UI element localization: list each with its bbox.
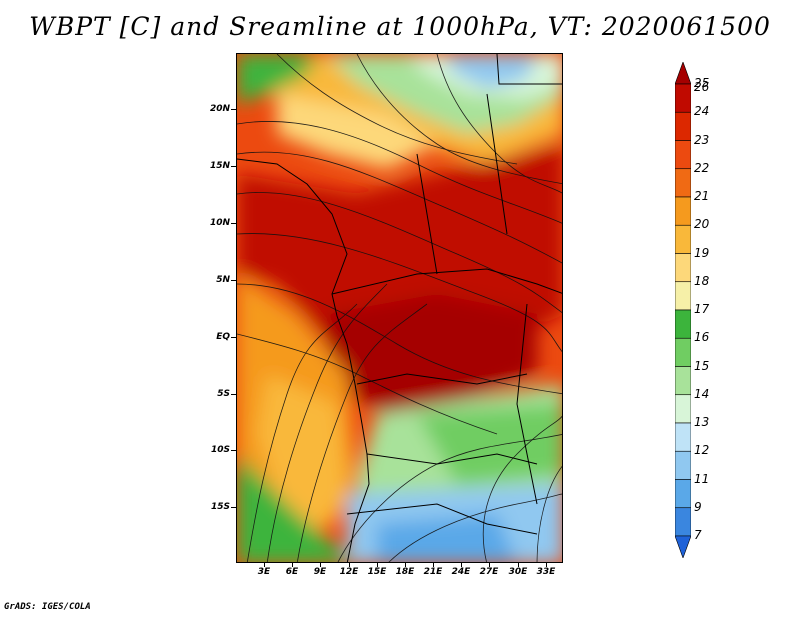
colorbar-label: 18: [694, 273, 710, 288]
lat-tick: [231, 109, 236, 110]
lon-label-12e: 12E: [339, 567, 359, 577]
lat-label-20n: 20N: [209, 104, 230, 114]
colorbar-top-arrow: [675, 62, 691, 85]
credit-text: GrADS: IGES/COLA: [4, 602, 91, 612]
colorbar-label: 21: [694, 189, 710, 203]
lon-tick: [405, 563, 406, 567]
lat-tick: [231, 507, 236, 508]
colorbar-segment: [675, 196, 691, 226]
colorbar-label: 14: [694, 386, 710, 401]
lon-tick: [377, 563, 378, 567]
colorbar-label: 12: [694, 443, 710, 458]
lat-label-15n: 15N: [209, 161, 230, 171]
colorbar-label: 13: [694, 415, 710, 429]
lat-label-5n: 5N: [216, 275, 230, 285]
map-field: [237, 54, 562, 562]
lon-tick: [433, 563, 434, 567]
lat-tick: [231, 166, 236, 167]
colorbar-segment: [675, 450, 691, 480]
lon-label-3e: 3E: [257, 567, 271, 577]
lat-label-5s: 5S: [217, 389, 230, 399]
colorbar-label: 15: [694, 358, 710, 373]
colorbar-label: 16: [694, 330, 710, 345]
colorbar-segment: [675, 507, 691, 537]
colorbar-label: 17: [694, 302, 710, 316]
colorbar-label: 19: [694, 245, 710, 260]
lat-tick: [231, 450, 236, 451]
lon-label-27e: 27E: [479, 567, 499, 577]
colorbar-label: 11: [694, 471, 710, 486]
chart-title: WBPT [C] and Sreamline at 1000hPa, VT: 2…: [29, 12, 771, 41]
colorbar-label: 20: [694, 217, 710, 232]
colorbar-label: 24: [694, 104, 710, 119]
lon-label-18e: 18E: [395, 567, 415, 577]
lon-tick: [292, 563, 293, 567]
lat-tick: [231, 223, 236, 224]
lon-label-15e: 15E: [367, 567, 387, 577]
colorbar-segment: [675, 224, 691, 254]
lon-tick: [264, 563, 265, 567]
colorbar-segment: [675, 422, 691, 452]
colorbar-segment: [675, 479, 691, 509]
colorbar-segment: [675, 83, 691, 113]
lon-tick: [320, 563, 321, 567]
colorbar-segment: [675, 168, 691, 198]
lat-label-10n: 10N: [209, 218, 230, 228]
colorbar-segment: [675, 253, 691, 283]
lon-tick: [518, 563, 519, 567]
colorbar-label: 9: [694, 499, 702, 514]
lon-tick: [489, 563, 490, 567]
colorbar-segment: [675, 140, 691, 170]
lat-label-15s: 15S: [210, 502, 230, 512]
lon-label-21e: 21E: [423, 567, 443, 577]
colorbar-label: 22: [694, 160, 710, 175]
lon-tick: [461, 563, 462, 567]
colorbar-label: 23: [694, 132, 710, 147]
colorbar-segment: [675, 281, 691, 311]
colorbar-segment: [675, 394, 691, 424]
colorbar-bottom-arrow: [675, 535, 691, 558]
lon-label-9e: 9E: [313, 567, 327, 577]
colorbar-segment: [675, 111, 691, 141]
map-panel[interactable]: [236, 53, 563, 563]
lon-tick: [349, 563, 350, 567]
lon-label-24e: 24E: [451, 567, 471, 577]
lon-label-30e: 30E: [508, 567, 528, 577]
colorbar-segment: [675, 366, 691, 396]
lon-label-33e: 33E: [536, 567, 556, 577]
colorbar-label: 25: [694, 76, 710, 90]
lat-label-eq: EQ: [216, 332, 230, 342]
lat-tick: [231, 280, 236, 281]
colorbar: [675, 62, 691, 558]
lon-label-6e: 6E: [285, 567, 299, 577]
lat-tick: [231, 394, 236, 395]
colorbar-label: 26: [694, 80, 710, 94]
colorbar-label: 7: [694, 528, 702, 542]
lat-label-10s: 10S: [210, 445, 230, 455]
lon-tick: [546, 563, 547, 567]
lat-tick: [231, 337, 236, 338]
colorbar-segment: [675, 337, 691, 367]
colorbar-segment: [675, 309, 691, 339]
